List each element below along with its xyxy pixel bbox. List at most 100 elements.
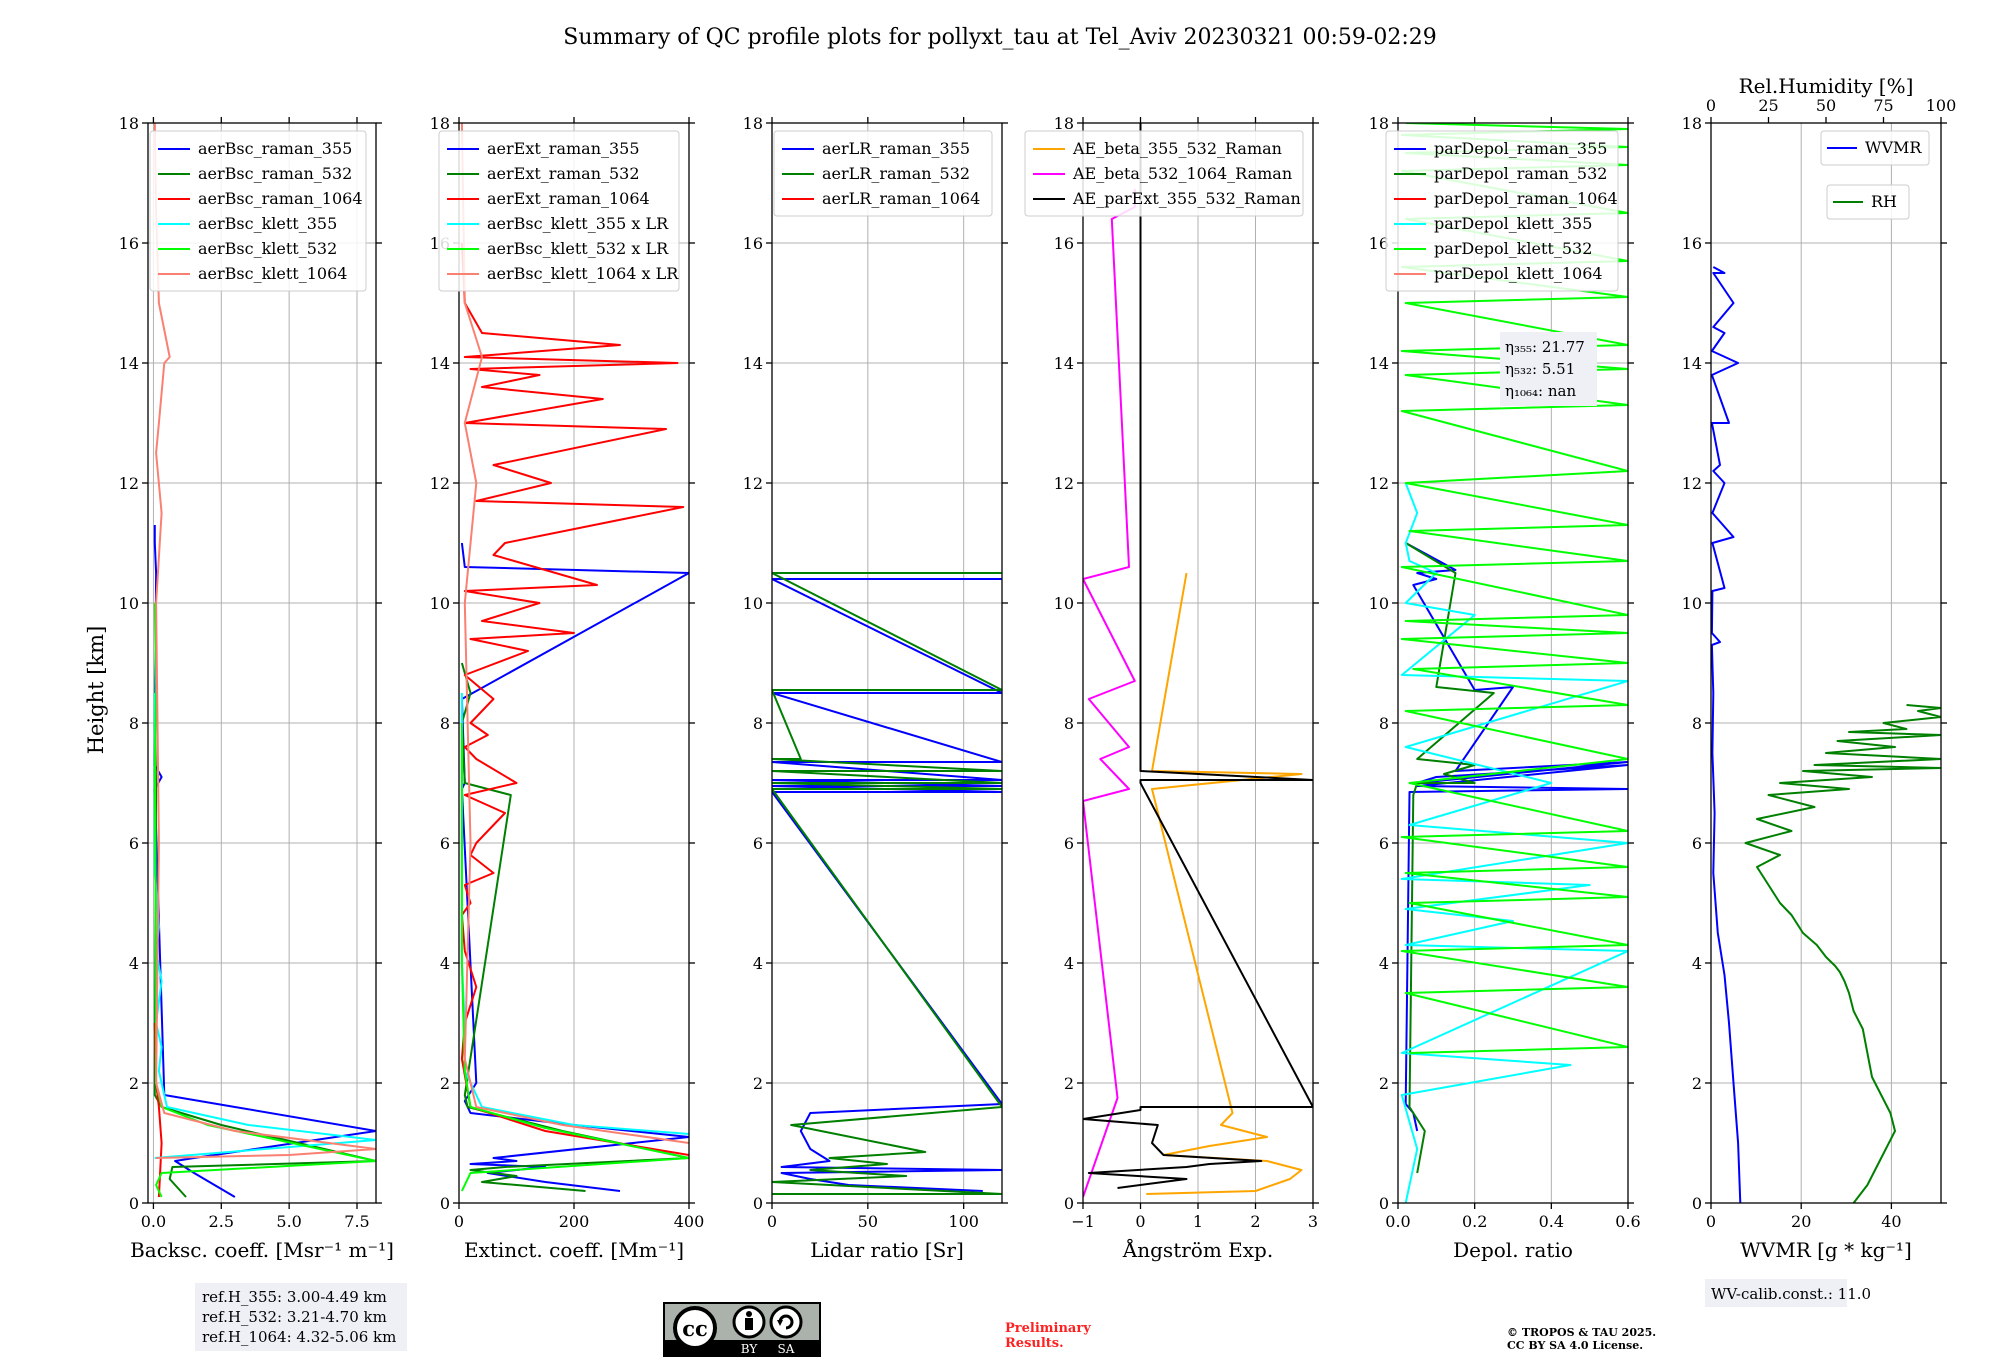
y-tick-label: 14 bbox=[430, 354, 450, 373]
y-tick-label: 16 bbox=[1369, 234, 1389, 253]
y-tick-label: 8 bbox=[440, 714, 450, 733]
x-tick-label: 1 bbox=[1193, 1212, 1203, 1231]
series-group bbox=[772, 572, 1002, 1195]
y-tick-label: 0 bbox=[1692, 1194, 1702, 1213]
legend: AE_beta_355_532_Raman AE_beta_532_1064_Ra… bbox=[1024, 130, 1304, 217]
y-tick-label: 8 bbox=[1064, 714, 1074, 733]
legend-box bbox=[438, 130, 680, 292]
reference-height-box: ref.H_355: 3.00-4.49 km ref.H_532: 3.21-4… bbox=[195, 1283, 407, 1351]
x-axis-label: Lidar ratio [Sr] bbox=[810, 1238, 964, 1262]
legend-label: aerExt_raman_355 bbox=[487, 139, 640, 158]
y-tick-label: 0 bbox=[753, 1194, 763, 1213]
figure-title: Summary of QC profile plots for pollyxt_… bbox=[563, 25, 1436, 50]
legend-label: parDepol_klett_532 bbox=[1434, 239, 1592, 258]
x-tick-label: −1 bbox=[1071, 1212, 1095, 1231]
x-tick-label: 50 bbox=[858, 1212, 878, 1231]
x-tick-label: 0.6 bbox=[1615, 1212, 1640, 1231]
cc-icon bbox=[673, 1306, 717, 1350]
series-line-aerbsc-klett-355-x-lr bbox=[460, 693, 689, 1135]
reference-height-line: ref.H_532: 3.21-4.70 km bbox=[202, 1308, 387, 1326]
preliminary-line: Results. bbox=[1005, 1336, 1064, 1351]
y-tick-label: 10 bbox=[430, 594, 450, 613]
x-tick-label: 7.5 bbox=[344, 1212, 369, 1231]
share-alike-icon bbox=[769, 1305, 803, 1339]
legend-box bbox=[1826, 184, 1910, 220]
x-tick-label: 0.2 bbox=[1462, 1212, 1487, 1231]
y-tick-label: 12 bbox=[1369, 474, 1389, 493]
reference-height-line: ref.H_355: 3.00-4.49 km bbox=[202, 1288, 387, 1306]
x2-tick-label: 25 bbox=[1758, 96, 1778, 115]
copyright-line-2: CC BY SA 4.0 License. bbox=[1507, 1339, 1643, 1352]
series-line-aerext-raman-355 bbox=[460, 542, 689, 1192]
y-tick-label: 0 bbox=[1379, 1194, 1389, 1213]
y-tick-label: 2 bbox=[1379, 1074, 1389, 1093]
x-tick-label: 20 bbox=[1791, 1212, 1811, 1231]
y-tick-label: 4 bbox=[1379, 954, 1389, 973]
y-tick-label: 12 bbox=[1682, 474, 1702, 493]
panel-bsc: 0 2 4 6 8 10 12 14 16 18 0.0 2.5 5.0 7.5 Backsc. coeff… bbox=[119, 114, 407, 1351]
series-line-pardepol-raman-532 bbox=[1405, 542, 1495, 1174]
legend-label: AE_beta_355_532_Raman bbox=[1072, 139, 1282, 158]
x-tick-label: 0 bbox=[454, 1212, 464, 1231]
reference-height-line: ref.H_1064: 4.32-5.06 km bbox=[202, 1328, 396, 1346]
y-tick-label: 10 bbox=[743, 594, 763, 613]
series-line-rh bbox=[1744, 704, 1941, 1203]
series-line-aerbsc-klett-1064-x-lr bbox=[460, 123, 689, 1144]
series-line-aerbsc-klett-355 bbox=[153, 693, 376, 1159]
y-tick-label: 8 bbox=[753, 714, 763, 733]
legend-label: parDepol_raman_532 bbox=[1434, 164, 1607, 183]
y-tick-label: 12 bbox=[1054, 474, 1074, 493]
y-tick-label: 14 bbox=[1369, 354, 1389, 373]
y-tick-label: 10 bbox=[1369, 594, 1389, 613]
y-tick-label: 16 bbox=[743, 234, 763, 253]
legend-box bbox=[1820, 130, 1930, 166]
x-tick-label: 100 bbox=[948, 1212, 979, 1231]
x-tick-label: 0.0 bbox=[1385, 1212, 1410, 1231]
legend-label: parDepol_klett_1064 bbox=[1434, 264, 1603, 283]
legend-label: WVMR bbox=[1865, 138, 1922, 157]
y-tick-label: 4 bbox=[440, 954, 450, 973]
legend-label: aerLR_raman_355 bbox=[822, 139, 970, 158]
x-tick-label: 40 bbox=[1881, 1212, 1901, 1231]
y-tick-label: 10 bbox=[119, 594, 139, 613]
legend-label: parDepol_raman_355 bbox=[1434, 139, 1607, 158]
x-tick-label: 0 bbox=[1706, 1212, 1716, 1231]
x-tick-label: 0.4 bbox=[1539, 1212, 1564, 1231]
x-tick-label: 0 bbox=[1135, 1212, 1145, 1231]
cc-by-label: BY bbox=[741, 1342, 759, 1356]
legend-label: aerBsc_klett_532 x LR bbox=[487, 239, 669, 258]
cc-sa-label: SA bbox=[778, 1342, 795, 1356]
x-tick-label: 2.5 bbox=[209, 1212, 234, 1231]
y-tick-label: 6 bbox=[753, 834, 763, 853]
legend-label: aerBsc_klett_532 bbox=[198, 239, 337, 258]
y-tick-label: 2 bbox=[1692, 1074, 1702, 1093]
series-group bbox=[153, 123, 376, 1198]
x-tick-label: 3 bbox=[1308, 1212, 1318, 1231]
x-axis-label: WVMR [g * kg⁻¹] bbox=[1740, 1238, 1912, 1262]
series-line-aerbsc-klett-532-x-lr bbox=[460, 723, 689, 1192]
series-line-aerbsc-klett-532 bbox=[153, 602, 376, 1198]
series-line-wvmr bbox=[1711, 266, 1742, 1203]
y-tick-label: 14 bbox=[119, 354, 139, 373]
legend-label: RH bbox=[1871, 192, 1897, 211]
legend-label: parDepol_raman_1064 bbox=[1434, 189, 1618, 208]
y-tick-label: 12 bbox=[430, 474, 450, 493]
legend-label: aerBsc_raman_355 bbox=[198, 139, 352, 158]
y-tick-label: 2 bbox=[129, 1074, 139, 1093]
y-tick-label: 12 bbox=[119, 474, 139, 493]
x-tick-label: 400 bbox=[674, 1212, 705, 1231]
y-tick-label: 8 bbox=[1692, 714, 1702, 733]
y-tick-label: 16 bbox=[1682, 234, 1702, 253]
y-tick-label: 4 bbox=[1692, 954, 1702, 973]
eta-value: η₃₅₅: 21.77 bbox=[1505, 338, 1585, 356]
y-tick-label: 14 bbox=[743, 354, 763, 373]
series-line-ae-beta-355-532-raman bbox=[1146, 572, 1303, 1195]
y-tick-label: 16 bbox=[1054, 234, 1074, 253]
series-group bbox=[1711, 266, 1941, 1203]
legend-label: aerBsc_raman_532 bbox=[198, 164, 352, 183]
panel-depol: 0 2 4 6 8 10 12 14 16 18 0.0 0.2 0.4 0.6 Depol. ratio p… bbox=[1369, 114, 1641, 1262]
y-tick-label: 18 bbox=[743, 114, 763, 133]
y-axis-label: Height [km] bbox=[84, 626, 108, 755]
